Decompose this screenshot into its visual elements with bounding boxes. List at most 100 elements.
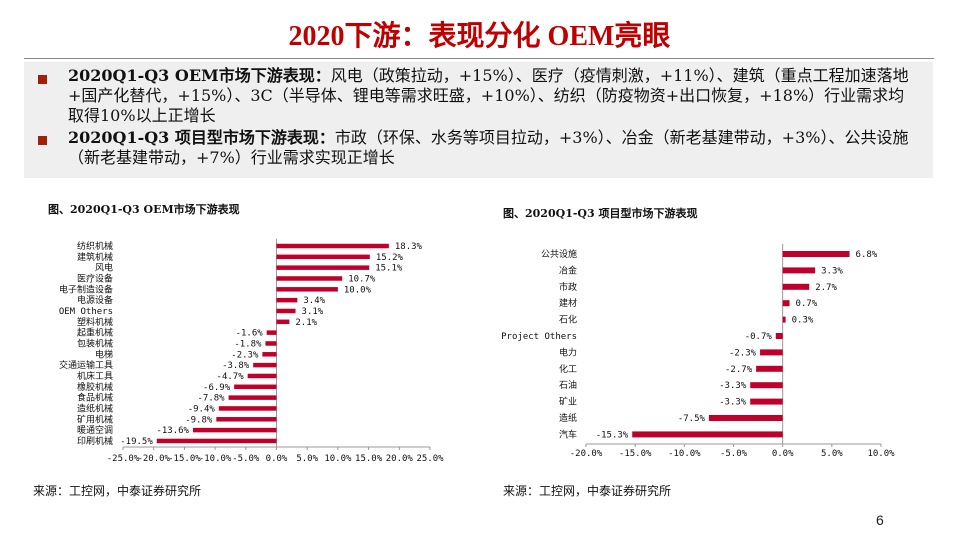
data-label: 3.1% <box>302 307 324 317</box>
x-tick-label: 0.0% <box>772 449 794 459</box>
bar <box>782 251 850 257</box>
data-label: 18.3% <box>395 242 423 252</box>
data-label: -3.3% <box>719 381 747 391</box>
bar <box>750 382 783 389</box>
x-tick-label: -10.0% <box>668 449 701 459</box>
data-label: -1.6% <box>236 329 264 339</box>
bar <box>775 333 783 339</box>
summary-box: 2020Q1-Q3 OEM市场下游表现：风电（政策拉动，+15%）、医疗（疫情刺… <box>24 62 933 178</box>
data-label: -7.5% <box>678 414 706 424</box>
category-label: Project Others <box>501 332 577 342</box>
bar <box>276 319 290 325</box>
data-label: -6.9% <box>203 383 231 393</box>
data-label: 10.7% <box>348 274 376 284</box>
data-label: -15.3% <box>596 430 629 440</box>
chart-title-project: 图、2020Q1-Q3 项目型市场下游表现 <box>503 207 698 220</box>
category-label: 纺织机械 <box>77 240 113 252</box>
bar <box>276 265 370 270</box>
bullet-square-icon <box>38 75 47 84</box>
bar <box>265 341 277 346</box>
data-label: -9.8% <box>185 415 213 425</box>
x-tick-label: 25.0% <box>416 454 444 464</box>
data-label: -2.3% <box>231 350 259 360</box>
data-label: -0.7% <box>745 332 773 342</box>
data-label: 10.0% <box>344 285 372 295</box>
x-tick-label: 10.0% <box>867 449 895 459</box>
bar <box>782 300 790 307</box>
bar <box>276 297 298 303</box>
category-label: 建筑机械 <box>77 251 113 263</box>
x-tick-label: 20.0% <box>386 454 414 464</box>
category-label: 包装机械 <box>77 337 113 349</box>
data-label: 15.2% <box>376 253 404 263</box>
category-label: 塑料机械 <box>77 316 113 328</box>
source-oem: 来源：工控网，中泰证券研究所 <box>33 484 202 498</box>
category-label: 造纸 <box>559 412 577 424</box>
source-project: 来源：工控网，中泰证券研究所 <box>503 484 672 498</box>
category-label: 造纸机械 <box>77 402 113 414</box>
data-label: 15.1% <box>375 264 403 274</box>
bar <box>782 283 810 290</box>
page-number: 6 <box>876 512 884 528</box>
x-tick-label: -15.0% <box>168 454 201 464</box>
x-tick-label: 10.0% <box>324 454 352 464</box>
category-label: 风电 <box>95 262 113 274</box>
category-label: 矿业 <box>559 396 577 408</box>
category-label: 化工 <box>559 363 577 375</box>
category-label: 起重机械 <box>77 327 113 339</box>
bar <box>760 349 783 356</box>
category-label: 电力 <box>559 346 577 358</box>
title-divider <box>24 58 934 59</box>
bar <box>750 398 783 405</box>
data-label: 0.7% <box>796 299 818 309</box>
data-label: 6.8% <box>856 250 878 260</box>
category-label: 交通运输工具 <box>59 359 113 371</box>
bar <box>276 276 343 281</box>
category-label: 医疗设备 <box>77 272 113 284</box>
category-label: 机床工具 <box>77 370 113 382</box>
data-label: -2.7% <box>725 365 753 375</box>
category-label: 暖通空调 <box>77 424 113 436</box>
data-label: -4.7% <box>217 372 245 382</box>
data-label: -1.8% <box>234 339 262 349</box>
data-label: -2.3% <box>729 348 757 358</box>
chart-title-oem: 图、2020Q1-Q3 OEM市场下游表现 <box>48 203 240 216</box>
bullet-heading: 2020Q1-Q3 OEM市场下游表现： <box>68 66 331 85</box>
category-label: 石油 <box>559 379 577 391</box>
category-label: 建材 <box>559 297 577 309</box>
data-label: -9.4% <box>188 404 216 414</box>
data-label: 2.7% <box>815 283 837 293</box>
bullet-text: 市政（环保、水务等项目拉动，+3%）、冶金（新老基建带动，+3%）、公共设施（新… <box>68 128 909 167</box>
data-label: -7.8% <box>198 394 226 404</box>
category-label: 公共设施 <box>541 248 577 260</box>
bar <box>266 330 277 335</box>
category-label: 印刷机械 <box>77 435 113 447</box>
category-label: 汽车 <box>559 428 577 440</box>
bar <box>228 395 277 400</box>
category-label: OEM Others <box>59 307 113 317</box>
x-tick-label: -20.0% <box>570 449 603 459</box>
x-tick-label: -10.0% <box>199 454 232 464</box>
x-tick-label: -20.0% <box>137 454 170 464</box>
data-label: 0.3% <box>792 316 814 326</box>
data-label: -3.3% <box>719 398 747 408</box>
x-tick-label: 5.0% <box>821 449 843 459</box>
category-label: 冶金 <box>559 264 577 276</box>
bar <box>253 362 277 368</box>
bar <box>276 287 338 292</box>
x-tick-label: 0.0% <box>266 454 288 464</box>
bar <box>192 427 277 433</box>
bar <box>218 406 277 411</box>
bar <box>276 254 370 260</box>
bar <box>234 384 277 390</box>
x-tick-label: -5.0% <box>720 449 748 459</box>
data-label: 2.1% <box>295 318 317 328</box>
data-label: -3.8% <box>222 361 250 371</box>
bullet-heading: 2020Q1-Q3 项目型市场下游表现： <box>68 128 335 147</box>
x-tick-label: 5.0% <box>296 454 318 464</box>
x-tick-label: 15.0% <box>355 454 383 464</box>
bar <box>632 431 783 438</box>
category-label: 食品机械 <box>77 392 113 404</box>
bar <box>708 415 783 421</box>
